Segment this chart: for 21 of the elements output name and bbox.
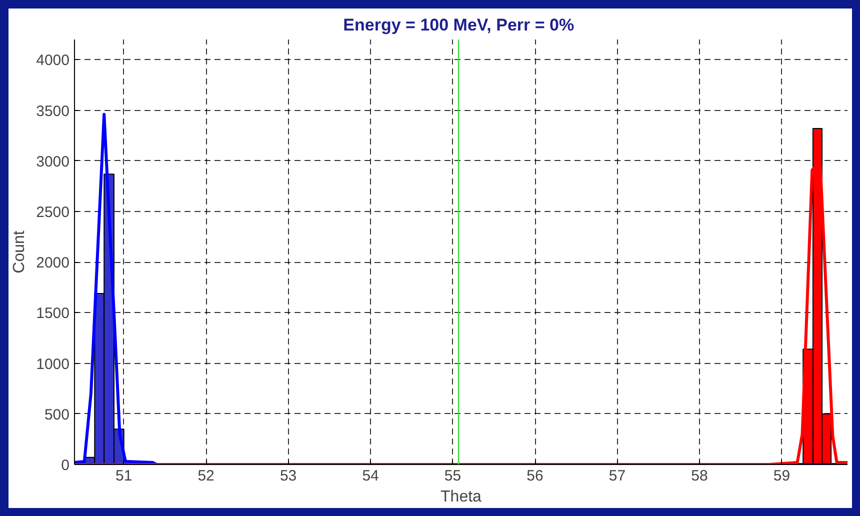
x-tick-label: 58: [691, 468, 708, 484]
y-tick-label: 3000: [36, 153, 70, 170]
x-axis-title: Theta: [440, 488, 482, 506]
x-tick-label: 51: [116, 468, 132, 484]
x-tick-label: 54: [362, 468, 379, 484]
y-tick-label: 1000: [36, 356, 70, 373]
x-tick-label: 52: [198, 468, 214, 484]
x-tick-label: 53: [280, 468, 297, 484]
chart-title: Energy = 100 MeV, Perr = 0%: [343, 16, 574, 34]
y-tick-label: 500: [44, 406, 70, 424]
y-tick-label: 2500: [36, 204, 70, 222]
y-axis-title: Count: [11, 230, 28, 274]
x-tick-label: 57: [608, 468, 626, 484]
y-tick-label: 1500: [36, 305, 70, 322]
y-tick-label: 0: [61, 457, 70, 474]
x-tick-label: 56: [526, 468, 544, 484]
y-tick-label: 3500: [36, 102, 70, 120]
x-tick-label: 59: [773, 468, 790, 484]
y-tick-label: 4000: [36, 52, 70, 70]
x-tick-label: 55: [444, 468, 462, 484]
y-tick-label: 2000: [36, 254, 70, 272]
